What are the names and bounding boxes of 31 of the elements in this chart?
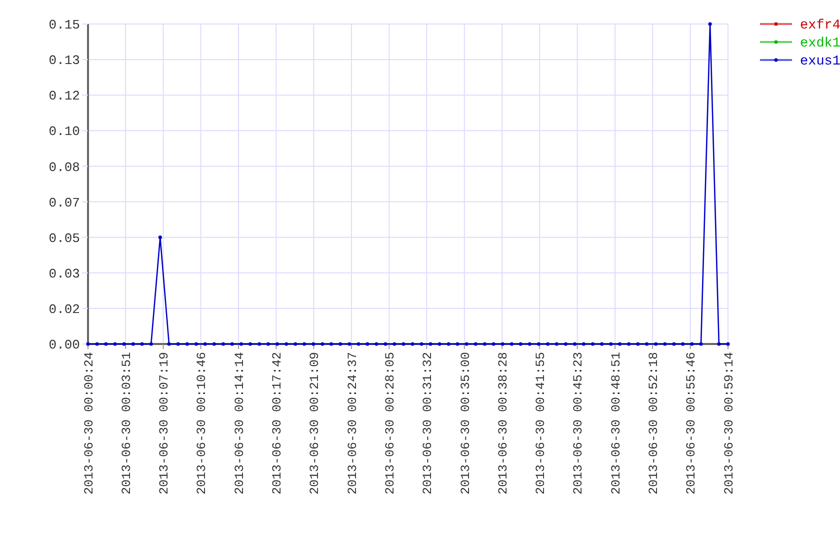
y-tick-label: 0.00 [48, 338, 80, 353]
y-tick-label: 0.10 [48, 124, 80, 140]
legend-label: exus1 [800, 54, 840, 70]
x-tick-label: 2013-06-30 00:24:37 [346, 352, 360, 495]
x-tick-label: 2013-06-30 00:38:28 [496, 352, 510, 495]
x-tick-label: 2013-06-30 00:28:05 [384, 352, 398, 495]
x-tick-label: 2013-06-30 00:17:42 [270, 352, 285, 495]
x-tick-label: 2013-06-30 00:10:46 [195, 352, 210, 495]
x-tick-label: 2013-06-30 00:31:32 [421, 352, 436, 495]
x-tick-label: 2013-06-30 00:52:18 [646, 352, 661, 495]
x-tick-label: 2013-06-30 00:14:14 [232, 352, 247, 495]
y-tick-label: 0.12 [48, 88, 80, 104]
legend-label: exdk1 [800, 36, 840, 52]
x-tick-label: 2013-06-30 00:03:51 [120, 352, 134, 495]
legend-label: exfr4 [800, 18, 840, 34]
x-tick-label: 2013-06-30 00:55:46 [684, 352, 699, 495]
x-tick-label: 2013-06-30 00:59:14 [722, 352, 736, 495]
y-tick-label: 0.08 [48, 160, 80, 175]
x-tick-label: 2013-06-30 00:07:19 [158, 352, 172, 495]
x-tick-label: 2013-06-30 00:45:23 [572, 352, 586, 495]
y-tick-label: 0.03 [48, 266, 80, 282]
y-tick-label: 0.05 [48, 230, 80, 246]
x-tick-label: 2013-06-30 00:21:09 [308, 352, 322, 495]
x-tick-label: 2013-06-30 00:48:51 [609, 352, 624, 495]
y-tick-label: 0.07 [48, 195, 80, 210]
y-tick-label: 0.13 [48, 53, 80, 68]
y-tick-label: 0.15 [48, 18, 80, 33]
x-tick-label: 2013-06-30 00:00:24 [82, 352, 96, 495]
y-tick-label: 0.02 [48, 302, 80, 317]
x-tick-label: 2013-06-30 00:35:00 [458, 352, 473, 495]
x-tick-label: 2013-06-30 00:41:55 [534, 352, 548, 495]
